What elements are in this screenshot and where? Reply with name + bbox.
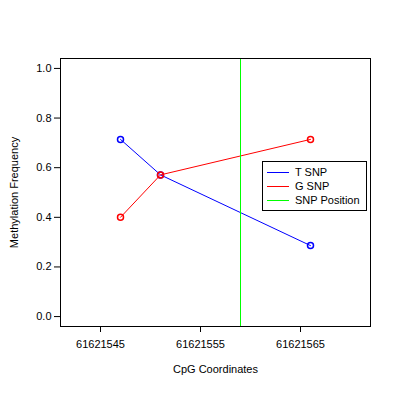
svg-text:61621545: 61621545	[76, 338, 125, 350]
svg-text:0.8: 0.8	[36, 112, 51, 124]
svg-text:Methylation Frequency: Methylation Frequency	[8, 136, 20, 248]
svg-text:61621565: 61621565	[276, 338, 325, 350]
html-text:G SNP: G SNP	[295, 180, 330, 192]
svg-text:0.0: 0.0	[36, 310, 51, 322]
svg-text:CpG Coordinates: CpG Coordinates	[173, 363, 258, 375]
svg-text:0.4: 0.4	[36, 211, 51, 223]
html-text:T SNP: T SNP	[295, 166, 328, 178]
svg-text:0.6: 0.6	[36, 161, 51, 173]
svg-text:61621555: 61621555	[176, 338, 225, 350]
html-text:SNP Position: SNP Position	[295, 194, 360, 206]
svg-text:1.0: 1.0	[36, 62, 51, 74]
svg-text:0.2: 0.2	[36, 260, 51, 272]
